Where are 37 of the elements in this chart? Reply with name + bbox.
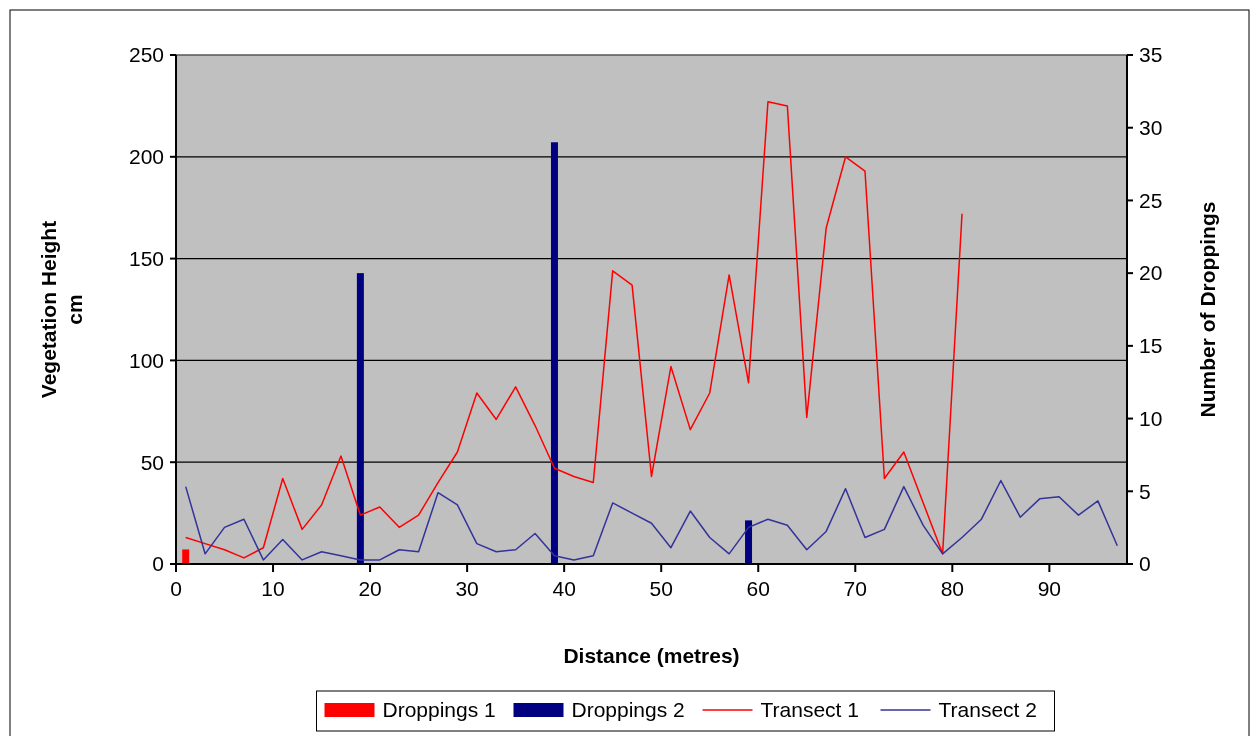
legend-label: Transect 1 xyxy=(760,698,859,722)
y2-tick-label: 0 xyxy=(1139,552,1151,576)
line-series xyxy=(184,101,963,559)
y2-tick-label: 5 xyxy=(1139,479,1151,503)
x-axis-title: Distance (metres) xyxy=(563,644,740,667)
y2-tick-label: 15 xyxy=(1139,334,1163,358)
x-tick-label: 40 xyxy=(552,577,576,600)
x-tick-label: 10 xyxy=(261,577,285,600)
x-tick-label: 60 xyxy=(746,577,770,600)
x-tick-label: 50 xyxy=(649,577,673,600)
legend-label: Droppings 2 xyxy=(571,698,685,722)
y-tick-label: 200 xyxy=(128,145,164,169)
x-tick-label: 20 xyxy=(358,577,382,600)
y2-tick-label: 10 xyxy=(1139,406,1163,430)
y2-tick-label: 20 xyxy=(1139,261,1163,285)
x-tick-label: 30 xyxy=(455,577,479,600)
x-tick-label: 0 xyxy=(170,577,182,600)
y-tick-label: 100 xyxy=(128,348,164,372)
x-tick-label: 90 xyxy=(1037,577,1062,600)
bar xyxy=(745,520,753,564)
y-tick-label: 50 xyxy=(140,450,164,474)
bar xyxy=(356,273,364,564)
y-tick-label: 0 xyxy=(152,552,164,576)
y2-tick-label: 35 xyxy=(1139,43,1163,67)
legend-label: Transect 2 xyxy=(938,698,1037,722)
y2-tick-label: 25 xyxy=(1139,188,1163,212)
x-tick-label: 70 xyxy=(843,577,867,600)
legend-label: Droppings 1 xyxy=(382,698,496,722)
y-axis-title: Vegetation Height cm xyxy=(37,220,86,399)
y-tick-label: 150 xyxy=(128,246,164,270)
x-tick-label: 80 xyxy=(940,577,965,600)
y-tick-label: 250 xyxy=(128,43,164,67)
y2-axis-title: Number of Droppings xyxy=(1196,201,1219,418)
line-series xyxy=(184,479,1119,561)
bar xyxy=(550,142,558,564)
y2-tick-label: 30 xyxy=(1139,116,1163,140)
bar xyxy=(182,549,190,564)
